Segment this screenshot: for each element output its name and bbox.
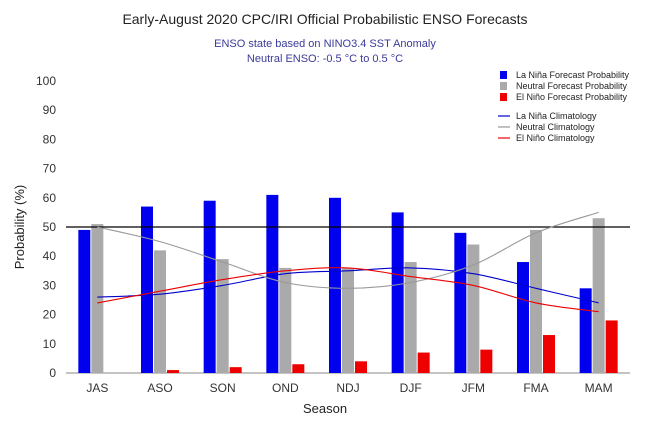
bar: [78, 229, 91, 373]
y-tick-label: 50: [43, 220, 57, 234]
legend-label: Neutral Climatology: [516, 122, 595, 132]
y-tick-label: 60: [43, 191, 57, 205]
y-tick-label: 40: [43, 249, 57, 263]
bar: [454, 232, 467, 373]
x-tick-label: FMA: [523, 381, 548, 395]
x-tick-label: ASO: [147, 381, 172, 395]
bar: [404, 262, 417, 373]
climatology-line: [97, 267, 599, 313]
y-axis-label: Probability (%): [12, 185, 27, 270]
bar: [154, 250, 166, 373]
legend-swatch: [500, 71, 507, 79]
y-tick-label: 100: [36, 74, 56, 88]
chart-title: Early-August 2020 CPC/IRI Official Proba…: [122, 11, 527, 27]
bar: [279, 267, 292, 373]
bar: [229, 367, 242, 373]
bar: [480, 349, 493, 373]
legend-label: El Niño Climatology: [516, 133, 595, 143]
bar: [203, 200, 216, 373]
bar: [266, 194, 279, 373]
bar: [605, 320, 618, 373]
legend-swatch: [500, 82, 507, 90]
x-tick-label: NDJ: [336, 381, 359, 395]
bar: [391, 212, 404, 373]
x-tick-label: DJF: [400, 381, 422, 395]
bar: [530, 229, 542, 373]
y-tick-label: 90: [43, 103, 57, 117]
bar: [355, 361, 367, 373]
bar: [342, 267, 354, 373]
legend-label: La Niña Forecast Probability: [516, 70, 630, 80]
legend-label: Neutral Forecast Probability: [516, 81, 628, 91]
legend-label: El Niño Forecast Probability: [516, 92, 628, 102]
chart-subtitle-2: Neutral ENSO: -0.5 °C to 0.5 °C: [247, 53, 403, 65]
x-tick-label: JFM: [462, 381, 485, 395]
chart-subtitle-1: ENSO state based on NINO3.4 SST Anomaly: [214, 38, 436, 50]
y-tick-label: 80: [43, 132, 57, 146]
bar: [467, 244, 480, 373]
x-axis-label: Season: [303, 401, 347, 416]
y-tick-label: 70: [43, 162, 57, 176]
y-tick-label: 30: [43, 278, 57, 292]
bar: [292, 364, 305, 373]
bar: [417, 352, 430, 373]
x-tick-label: MAM: [585, 381, 613, 395]
climatology-line: [97, 267, 599, 304]
x-tick-label: SON: [210, 381, 236, 395]
y-tick-label: 10: [43, 337, 57, 351]
bar: [167, 370, 179, 373]
y-tick-label: 20: [43, 308, 57, 322]
x-tick-label: OND: [272, 381, 299, 395]
bar: [216, 259, 229, 373]
legend-label: La Niña Climatology: [516, 111, 597, 121]
climatology-line: [97, 211, 599, 289]
y-tick-label: 0: [49, 366, 56, 380]
bar: [592, 218, 605, 373]
plot-area: 0 10 20 30 40 50 60 70 80 90 100 JAS ASO SON OND NDJ DJF…: [36, 74, 630, 395]
bar: [543, 335, 555, 373]
bar: [329, 197, 341, 373]
x-tick-label: JAS: [86, 381, 108, 395]
bar: [517, 262, 529, 373]
bar: [91, 224, 104, 373]
bar: [141, 206, 153, 373]
legend-swatch: [500, 93, 507, 101]
